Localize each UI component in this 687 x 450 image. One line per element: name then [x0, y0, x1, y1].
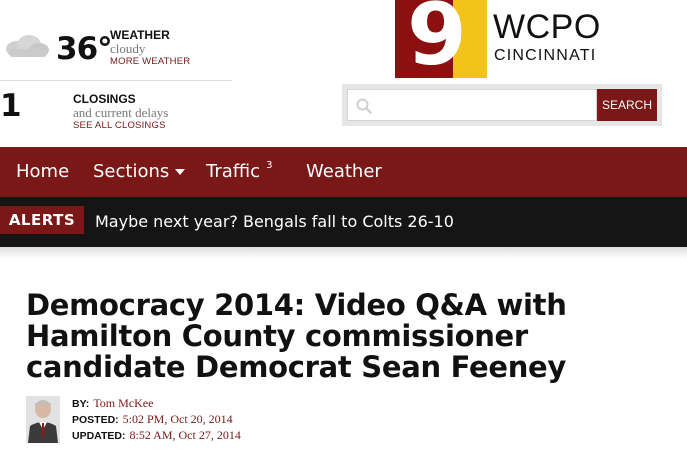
search-icon [356, 98, 372, 114]
posted-date: POSTED: 5:02 PM, Oct 20, 2014 [72, 412, 233, 427]
more-weather-link[interactable]: MORE WEATHER [110, 56, 191, 67]
nav-item-traffic[interactable]: Traffic 3 [206, 147, 272, 197]
logo-numeral: 9 [407, 0, 467, 78]
logo-yellow-band [453, 0, 487, 78]
temperature: 36° [56, 31, 113, 67]
nav-item-sections[interactable]: Sections [93, 147, 186, 197]
weather-condition: cloudy [110, 41, 146, 56]
alerts-bar: ALERTS Maybe next year? Bengals fall to … [0, 197, 687, 247]
caret-down-icon [175, 169, 186, 175]
byline: BY: Tom McKee [72, 396, 153, 411]
weather-title: WEATHER [110, 28, 170, 42]
nav-item-home[interactable]: Home [16, 161, 70, 182]
logo-name: WCPO [493, 8, 601, 46]
divider [0, 80, 232, 81]
byline-label: BY: [72, 398, 90, 410]
updated-value: 8:52 AM, Oct 27, 2014 [129, 428, 241, 442]
logo-city: CINCINNATI [494, 47, 597, 64]
cloud-icon [3, 34, 51, 58]
alerts-shadow [0, 247, 687, 259]
author-link[interactable]: Tom McKee [93, 396, 154, 410]
alert-headline-link[interactable]: Maybe next year? Bengals fall to Colts 2… [95, 212, 454, 231]
logo-mark: 9 [395, 0, 487, 78]
closings-title: CLOSINGS [73, 92, 136, 106]
nav-item-weather[interactable]: Weather [306, 161, 382, 182]
closings-widget[interactable]: 1 CLOSINGS and current delays SEE ALL CL… [0, 86, 232, 138]
wcpo-logo[interactable]: 9 WCPO CINCINNATI [395, 0, 635, 78]
closings-subtitle: and current delays [73, 105, 169, 120]
updated-label: UPDATED: [72, 430, 126, 442]
search-button[interactable]: SEARCH [597, 89, 657, 121]
article-headline: Democracy 2014: Video Q&A with Hamilton … [26, 288, 567, 384]
nav-item-label: Traffic [206, 161, 261, 182]
main-nav: Home Sections Traffic 3 Weather [0, 147, 687, 197]
search-bar: SEARCH [342, 84, 662, 126]
updated-date: UPDATED: 8:52 AM, Oct 27, 2014 [72, 428, 241, 443]
see-all-closings-link[interactable]: SEE ALL CLOSINGS [73, 120, 166, 131]
closings-count: 1 [0, 88, 22, 124]
search-input[interactable] [347, 89, 597, 121]
posted-value: 5:02 PM, Oct 20, 2014 [122, 412, 233, 426]
author-avatar [26, 396, 60, 443]
weather-widget[interactable]: 36° WEATHER cloudy MORE WEATHER [0, 22, 232, 76]
nav-item-label: Sections [93, 161, 170, 182]
traffic-count-badge: 3 [266, 160, 273, 171]
posted-label: POSTED: [72, 414, 119, 426]
alerts-label: ALERTS [0, 206, 84, 234]
